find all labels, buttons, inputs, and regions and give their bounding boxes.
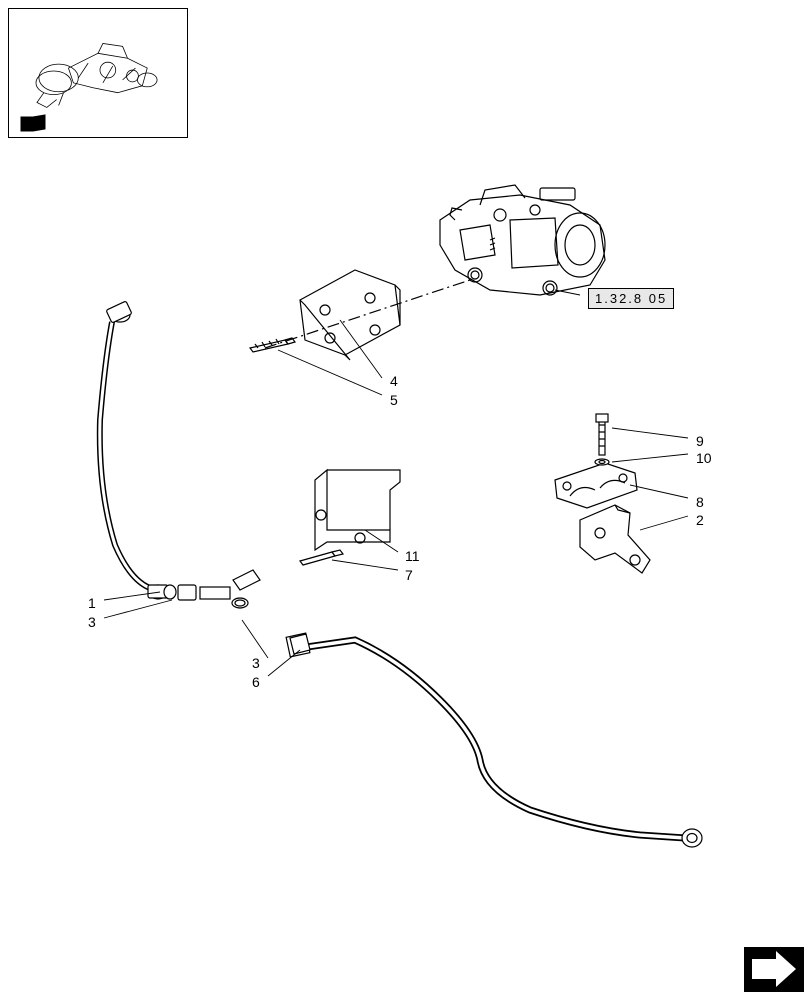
callout-3: 3	[88, 614, 96, 630]
bolt-7	[300, 550, 343, 565]
rigid-pipe	[286, 633, 702, 847]
bolt-9	[596, 414, 608, 455]
callout-1: 1	[88, 595, 96, 611]
callout-2: 2	[696, 512, 704, 528]
callout-5: 5	[390, 392, 398, 408]
callout-11: 11	[405, 548, 420, 564]
angle-bracket	[580, 505, 650, 573]
washer-10	[595, 459, 609, 465]
flex-hose	[100, 301, 168, 599]
callout-4: 4	[390, 373, 398, 389]
callout-6: 6	[252, 674, 260, 690]
callout-3b: 3	[252, 655, 260, 671]
fitting-connector	[164, 570, 260, 608]
callout-8: 8	[696, 494, 704, 510]
l-bracket	[315, 470, 400, 550]
callout-7: 7	[405, 567, 413, 583]
callout-10: 10	[696, 450, 712, 466]
cover-plate	[300, 270, 400, 360]
main-diagram	[0, 0, 812, 1000]
callout-9: 9	[696, 433, 704, 449]
pump-housing	[440, 185, 605, 295]
next-page-arrow[interactable]	[744, 947, 804, 992]
clamp-block	[555, 463, 637, 508]
reference-code-box: 1.32.8 05	[588, 288, 674, 309]
